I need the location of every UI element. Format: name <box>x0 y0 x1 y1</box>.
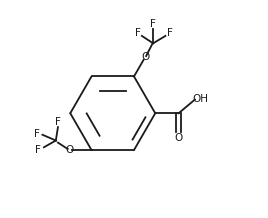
Text: F: F <box>34 129 40 139</box>
Text: O: O <box>65 145 73 155</box>
Text: F: F <box>35 145 41 155</box>
Text: F: F <box>135 28 140 38</box>
Text: F: F <box>167 28 173 38</box>
Text: F: F <box>150 19 156 29</box>
Text: O: O <box>174 133 183 143</box>
Text: F: F <box>55 118 61 128</box>
Text: OH: OH <box>192 94 208 104</box>
Text: O: O <box>141 52 149 62</box>
